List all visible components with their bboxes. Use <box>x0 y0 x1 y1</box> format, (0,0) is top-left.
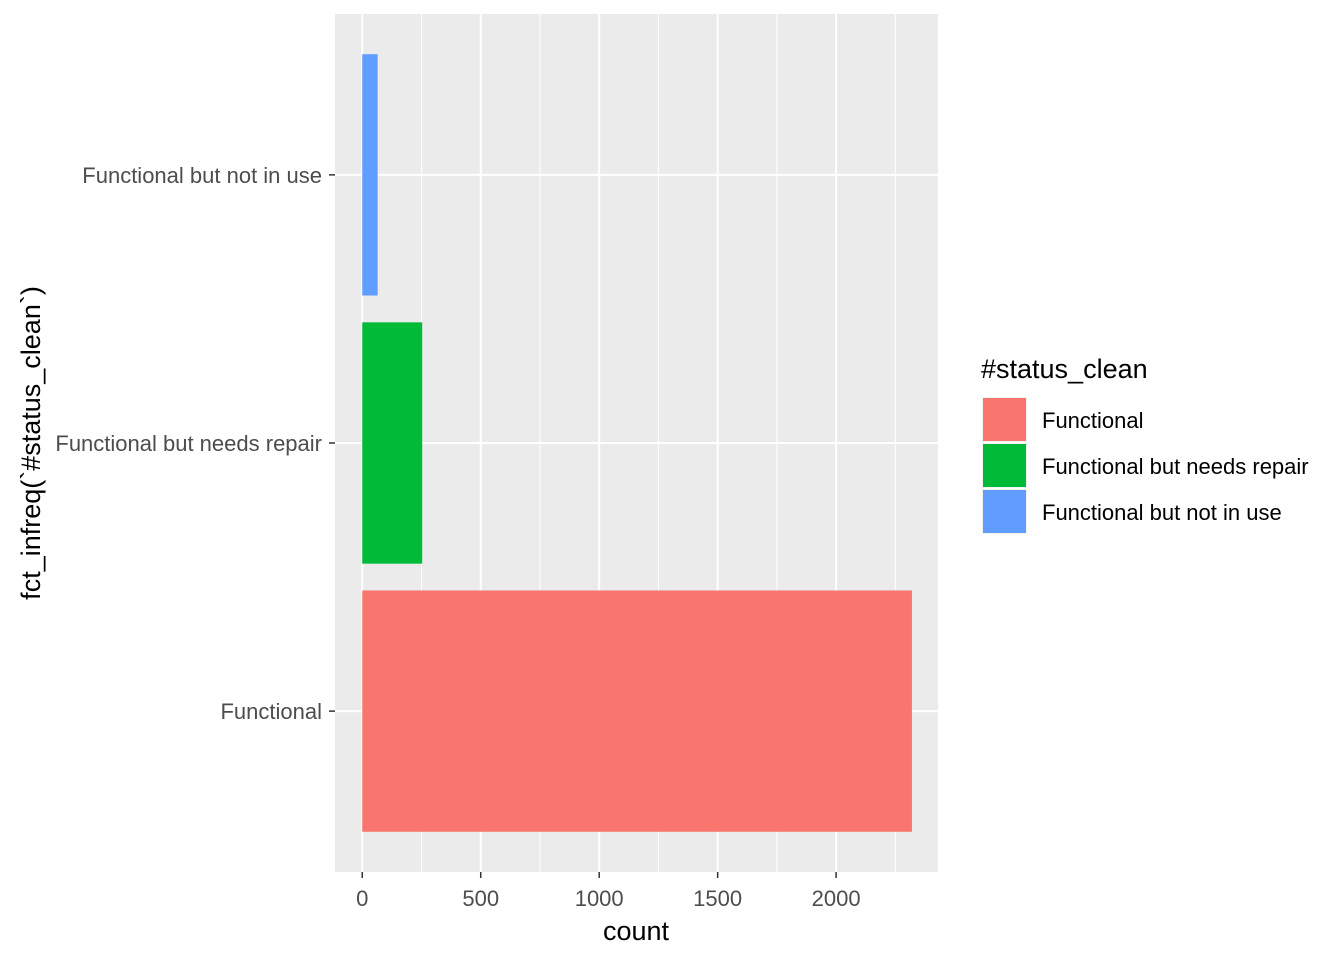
legend-label: Functional but not in use <box>1042 500 1282 525</box>
y-axis-title: fct_infreq(`#status_clean`) <box>16 286 46 600</box>
x-tick-label: 1000 <box>575 886 624 911</box>
y-tick-label: Functional but not in use <box>82 163 322 188</box>
y-tick-label: Functional <box>220 699 322 724</box>
x-axis: 0 500 1000 1500 2000 <box>356 872 861 911</box>
y-axis: Functional Functional but needs repair Fun… <box>55 163 335 724</box>
bar <box>362 54 378 296</box>
legend-items: Functional Functional but needs repair Fun… <box>982 397 1309 534</box>
legend-swatch <box>983 398 1026 441</box>
legend-swatch <box>983 444 1026 487</box>
legend-swatch <box>983 490 1026 533</box>
legend-label: Functional <box>1042 408 1144 433</box>
x-tick-label: 500 <box>462 886 499 911</box>
bar <box>362 322 423 564</box>
bars <box>362 54 912 832</box>
x-axis-title: count <box>603 916 670 946</box>
legend-label: Functional but needs repair <box>1042 454 1309 479</box>
x-tick-label: 1500 <box>693 886 742 911</box>
x-tick-label: 2000 <box>812 886 861 911</box>
y-tick-label: Functional but needs repair <box>55 431 322 456</box>
legend: #status_clean Functional Functional but n… <box>981 354 1309 534</box>
x-tick-label: 0 <box>356 886 368 911</box>
legend-title: #status_clean <box>981 354 1148 384</box>
bar <box>362 590 912 832</box>
